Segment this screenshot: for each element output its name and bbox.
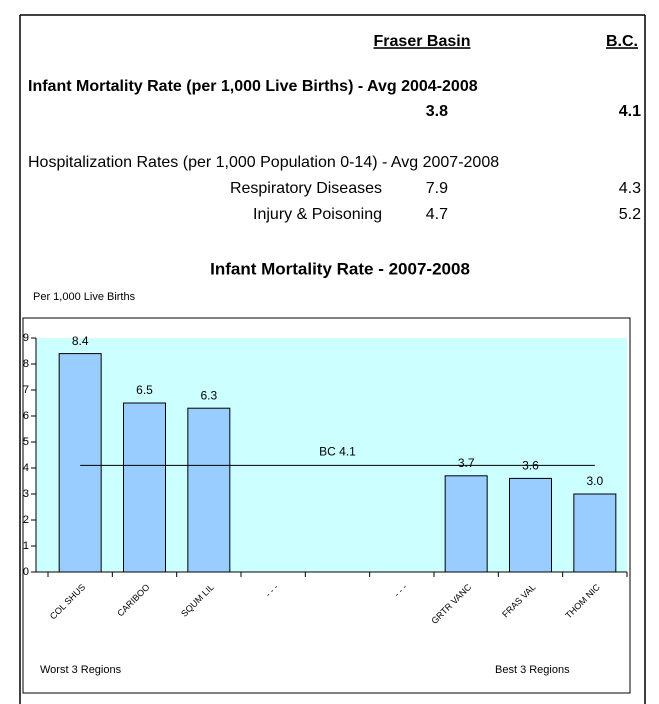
section-title: Infant Mortality Rate (per 1,000 Live Bi… xyxy=(28,78,478,95)
y-tick-label: 5 xyxy=(23,436,29,448)
column-header: B.C. xyxy=(606,33,638,50)
bar xyxy=(509,477,552,573)
bar xyxy=(187,407,231,573)
y-tick-label: 2 xyxy=(23,514,29,526)
value-label: 3.0 xyxy=(586,474,603,488)
bar xyxy=(573,493,617,573)
value: 7.9 xyxy=(426,180,448,197)
value: 4.7 xyxy=(426,206,448,223)
value: 4.1 xyxy=(619,103,641,120)
value: 4.3 xyxy=(619,180,641,197)
annotation: Best 3 Regions xyxy=(495,664,570,676)
y-tick-label: 6 xyxy=(23,410,29,422)
bar xyxy=(123,402,166,573)
row-label: Respiratory Diseases xyxy=(230,180,382,197)
reference-label: BC 4.1 xyxy=(319,445,356,459)
value-label: 6.3 xyxy=(200,388,217,402)
y-tick-label: 1 xyxy=(23,540,29,552)
annotation: Worst 3 Regions xyxy=(40,664,122,676)
bar xyxy=(58,353,102,573)
value-label: 3.7 xyxy=(458,456,475,470)
y-tick-label: 9 xyxy=(23,332,29,344)
row-label: Injury & Poisoning xyxy=(253,206,382,223)
value: 5.2 xyxy=(619,206,641,223)
y-tick-label: 4 xyxy=(23,462,29,474)
value-label: 8.4 xyxy=(72,334,89,348)
bar xyxy=(444,475,488,573)
value-label: 6.5 xyxy=(136,383,153,397)
column-header: Fraser Basin xyxy=(374,33,471,50)
y-tick-label: 3 xyxy=(23,488,29,500)
value: 3.8 xyxy=(426,103,448,120)
y-tick-label: 0 xyxy=(23,566,29,578)
section-title: Hospitalization Rates (per 1,000 Populat… xyxy=(28,154,499,171)
y-axis-label: Per 1,000 Live Births xyxy=(33,291,136,303)
chart-title: Infant Mortality Rate - 2007-2008 xyxy=(210,259,470,278)
y-tick-label: 8 xyxy=(23,358,29,370)
y-tick-label: 7 xyxy=(23,384,29,396)
